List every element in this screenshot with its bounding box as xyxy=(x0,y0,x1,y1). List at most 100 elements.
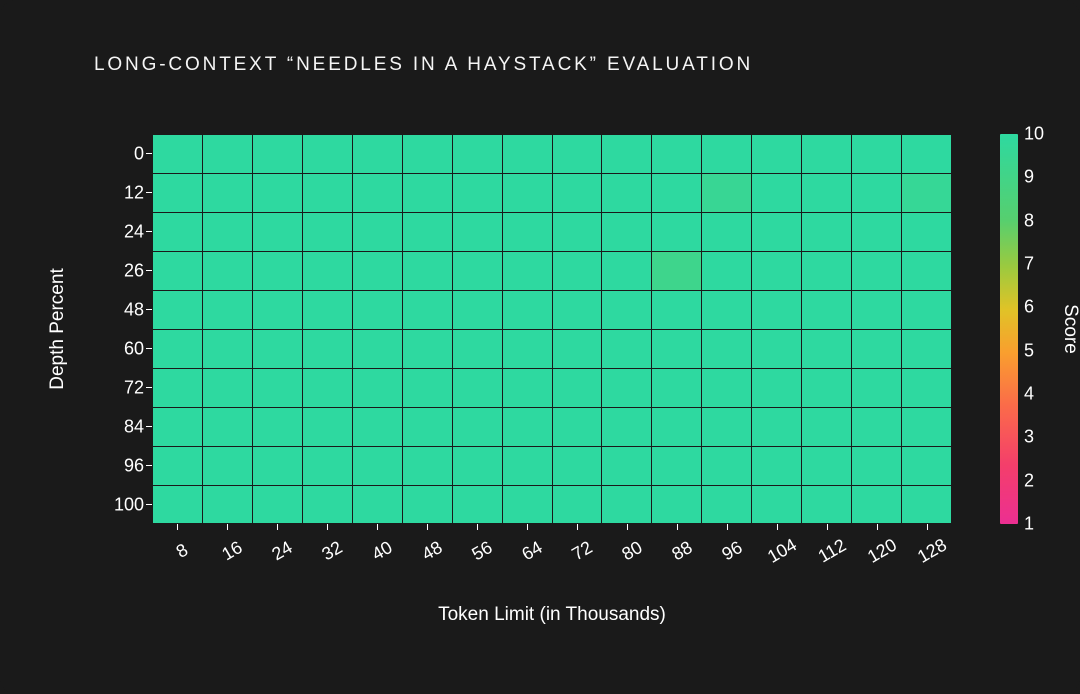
heatmap-cell xyxy=(202,446,252,485)
heatmap-cell xyxy=(601,407,651,446)
heatmap-cell xyxy=(751,446,801,485)
heatmap-cell xyxy=(651,173,701,212)
heatmap-cell xyxy=(851,407,901,446)
heatmap-cell xyxy=(252,290,302,329)
heatmap-row xyxy=(152,485,952,524)
heatmap-cell xyxy=(452,485,502,524)
heatmap-cell xyxy=(901,212,952,251)
heatmap-row xyxy=(152,212,952,251)
heatmap-cell xyxy=(901,407,952,446)
heatmap-cell xyxy=(302,290,352,329)
heatmap-cell xyxy=(152,134,202,173)
x-tick-label: 80 xyxy=(618,537,646,565)
y-tick-label: 72 xyxy=(100,377,144,398)
heatmap-cell xyxy=(552,212,602,251)
heatmap-cell xyxy=(701,485,751,524)
heatmap-cell xyxy=(202,485,252,524)
heatmap-cell xyxy=(202,251,252,290)
heatmap-cell xyxy=(452,329,502,368)
heatmap-cell xyxy=(851,329,901,368)
x-tick-label: 112 xyxy=(815,535,850,568)
heatmap-cell xyxy=(801,290,851,329)
heatmap-cell xyxy=(352,407,402,446)
heatmap-cell xyxy=(502,368,552,407)
heatmap-cell xyxy=(601,251,651,290)
heatmap-cell xyxy=(801,407,851,446)
heatmap-cell xyxy=(651,290,701,329)
heatmap-cell xyxy=(801,134,851,173)
heatmap-cell xyxy=(202,134,252,173)
x-tick-label: 64 xyxy=(518,537,546,565)
heatmap-cell xyxy=(601,173,651,212)
x-tick-mark xyxy=(477,524,478,530)
heatmap-cell xyxy=(801,173,851,212)
heatmap-cell xyxy=(302,485,352,524)
chart-title: LONG-CONTEXT “NEEDLES IN A HAYSTACK” EVA… xyxy=(94,54,753,76)
heatmap-cell xyxy=(751,173,801,212)
heatmap-cell xyxy=(452,407,502,446)
x-tick-mark xyxy=(427,524,428,530)
heatmap-cell xyxy=(552,173,602,212)
heatmap-cell xyxy=(601,290,651,329)
heatmap-cell xyxy=(552,134,602,173)
heatmap-cell xyxy=(552,329,602,368)
heatmap-cell xyxy=(302,251,352,290)
heatmap-cell xyxy=(252,173,302,212)
colorbar-tick-label: 3 xyxy=(1024,427,1034,448)
heatmap-cell xyxy=(452,368,502,407)
heatmap-cell xyxy=(152,212,202,251)
heatmap-cell xyxy=(302,173,352,212)
heatmap-cell xyxy=(502,407,552,446)
heatmap-cell xyxy=(302,212,352,251)
heatmap-cell xyxy=(352,134,402,173)
heatmap-cell xyxy=(502,251,552,290)
y-axis-label: Depth Percent xyxy=(47,268,69,389)
x-tick-mark xyxy=(777,524,778,530)
heatmap-cell xyxy=(252,407,302,446)
heatmap-cell xyxy=(402,485,452,524)
colorbar-tick-label: 8 xyxy=(1024,210,1034,231)
heatmap-cell xyxy=(701,290,751,329)
heatmap-cell xyxy=(402,134,452,173)
heatmap-cell xyxy=(552,407,602,446)
colorbar xyxy=(1000,134,1018,524)
heatmap-cell xyxy=(751,329,801,368)
y-tick-label: 100 xyxy=(100,494,144,515)
heatmap-cell xyxy=(651,485,701,524)
heatmap-cell xyxy=(252,329,302,368)
heatmap-cell xyxy=(751,407,801,446)
heatmap-cell xyxy=(552,251,602,290)
x-axis-ticks: 81624324048566472808896104112120128 xyxy=(152,524,952,574)
heatmap-cell xyxy=(152,368,202,407)
heatmap-cell xyxy=(751,212,801,251)
x-tick-label: 96 xyxy=(718,537,746,565)
heatmap-row xyxy=(152,251,952,290)
heatmap-cell xyxy=(252,368,302,407)
colorbar-tick-label: 1 xyxy=(1024,514,1034,535)
heatmap-cell xyxy=(152,251,202,290)
heatmap-cell xyxy=(851,368,901,407)
colorbar-tick-label: 7 xyxy=(1024,254,1034,275)
heatmap-cell xyxy=(352,485,402,524)
y-tick-label: 24 xyxy=(100,221,144,242)
heatmap-cell xyxy=(502,446,552,485)
heatmap-cell xyxy=(701,251,751,290)
x-tick-label: 72 xyxy=(568,537,596,565)
x-tick-mark xyxy=(577,524,578,530)
x-tick-mark xyxy=(727,524,728,530)
heatmap-cell xyxy=(651,329,701,368)
x-tick-label: 8 xyxy=(173,539,192,562)
heatmap-cell xyxy=(801,251,851,290)
heatmap-cell xyxy=(552,368,602,407)
heatmap-cell xyxy=(152,446,202,485)
heatmap-row xyxy=(152,134,952,173)
heatmap-cell xyxy=(502,212,552,251)
heatmap-cell xyxy=(601,212,651,251)
heatmap-cell xyxy=(751,485,801,524)
heatmap-cell xyxy=(901,485,952,524)
heatmap-cell xyxy=(901,368,952,407)
heatmap-cell xyxy=(352,251,402,290)
heatmap-cell xyxy=(851,173,901,212)
heatmap-cell xyxy=(352,290,402,329)
x-tick-label: 16 xyxy=(218,537,246,565)
